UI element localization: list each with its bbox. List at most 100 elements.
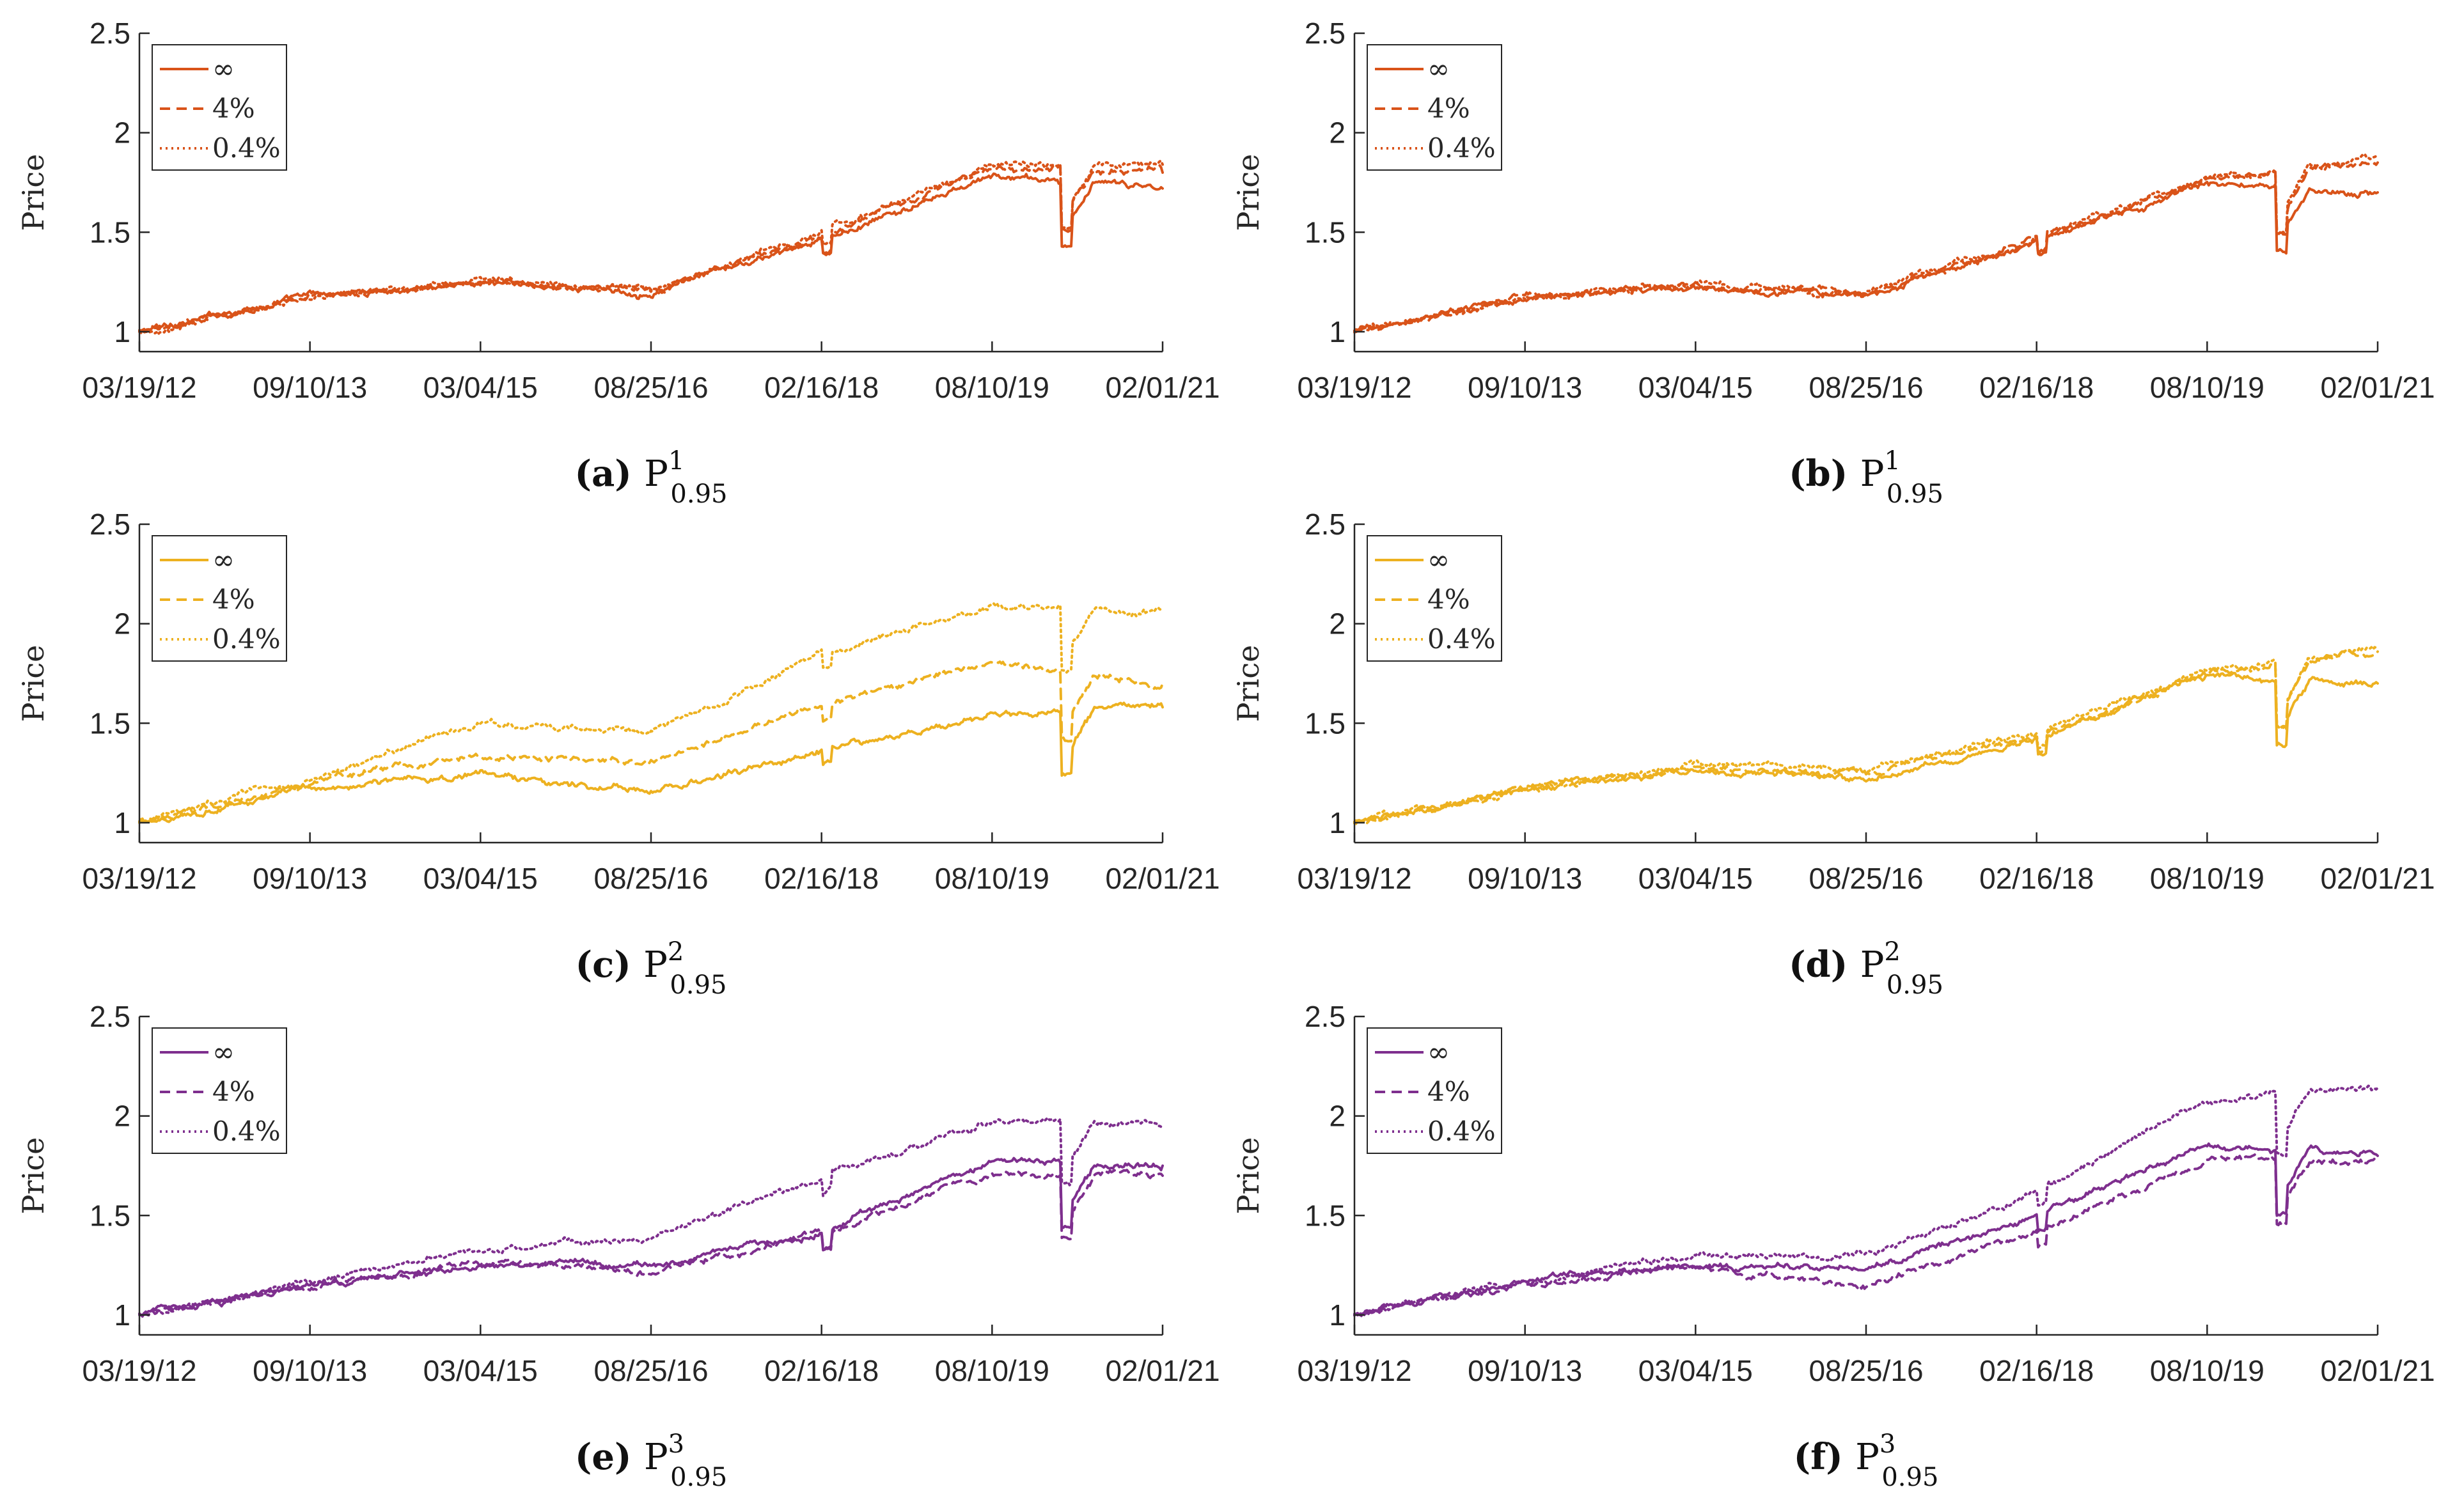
x-tick-label: 09/10/13 bbox=[253, 371, 367, 404]
x-tick-label: 02/01/21 bbox=[2320, 1354, 2435, 1387]
y-tick-label: 1.5 bbox=[90, 215, 130, 249]
x-tick-label: 08/25/16 bbox=[1809, 862, 1923, 895]
caption-subscript: 0.95 bbox=[1887, 479, 1943, 509]
chart-panel-c: 1 1.5 2 2.5 03/19/12 09/10/13 03/04/15 08/25/16… bbox=[16, 508, 1220, 1000]
y-tick-label: 1 bbox=[114, 1298, 130, 1332]
legend-entry-label: 4% bbox=[212, 1076, 255, 1107]
x-tick-label: 08/10/19 bbox=[935, 371, 1049, 404]
caption-subscript: 0.95 bbox=[1887, 970, 1943, 1000]
y-tick-label: 2 bbox=[114, 607, 130, 641]
y-axis-label: Price bbox=[1231, 1137, 1266, 1215]
legend-entry-label: 0.4% bbox=[212, 623, 281, 655]
panel-caption: (e) P3 0.95 bbox=[575, 1429, 727, 1492]
legend-entry-label: 4% bbox=[1427, 93, 1470, 124]
x-tick-label: 02/16/18 bbox=[764, 1354, 879, 1387]
series-line-0p4pct bbox=[1353, 646, 2379, 824]
y-tick-label: 1.5 bbox=[1305, 1199, 1346, 1232]
series-line-4pct bbox=[138, 660, 1164, 825]
x-tick-label: 08/10/19 bbox=[2150, 862, 2264, 895]
panel-caption: (f) P3 0.95 bbox=[1794, 1429, 1939, 1492]
caption-superscript: 2 bbox=[668, 937, 684, 967]
y-axis-label: Price bbox=[1231, 645, 1266, 722]
legend-entry-label: ∞ bbox=[1427, 53, 1450, 84]
x-tick-label: 02/16/18 bbox=[1979, 371, 2094, 404]
legend-entry-label: 4% bbox=[1427, 1076, 1470, 1107]
x-tick-label: 02/01/21 bbox=[1105, 371, 1220, 404]
x-tick-label: 08/25/16 bbox=[1809, 1354, 1923, 1387]
caption-letter: (a) bbox=[575, 453, 645, 495]
y-axis-label: Price bbox=[1231, 154, 1266, 231]
x-tick-label: 02/01/21 bbox=[1105, 862, 1220, 895]
caption-letter: (c) bbox=[576, 944, 644, 986]
caption-letter: (d) bbox=[1789, 944, 1860, 986]
chart-panel-e: 1 1.5 2 2.5 03/19/12 09/10/13 03/04/15 08/25/16… bbox=[16, 1000, 1220, 1492]
chart-panel-f: 1 1.5 2 2.5 03/19/12 09/10/13 03/04/15 08/25/16… bbox=[1231, 1000, 2435, 1492]
y-tick-label: 2.5 bbox=[1305, 508, 1346, 541]
x-tick-label: 08/25/16 bbox=[1809, 371, 1923, 404]
caption-subscript: 0.95 bbox=[670, 1463, 727, 1492]
series-line-0p4pct bbox=[138, 602, 1164, 824]
caption-superscript: 1 bbox=[1884, 446, 1900, 476]
legend-entry-label: ∞ bbox=[1427, 1036, 1450, 1068]
x-tick-label: 08/25/16 bbox=[593, 862, 708, 895]
y-axis-label: Price bbox=[16, 1137, 51, 1215]
x-tick-label: 09/10/13 bbox=[253, 862, 367, 895]
x-tick-label: 02/16/18 bbox=[764, 862, 879, 895]
series-line-4pct bbox=[1353, 648, 2379, 825]
y-tick-label: 2 bbox=[1329, 116, 1346, 150]
x-tick-label: 08/10/19 bbox=[2150, 371, 2264, 404]
legend-entry-label: 0.4% bbox=[212, 132, 281, 164]
x-tick-label: 03/04/15 bbox=[1638, 1354, 1753, 1387]
y-tick-label: 2.5 bbox=[90, 508, 130, 541]
caption-superscript: 2 bbox=[1884, 937, 1900, 967]
x-tick-label: 03/19/12 bbox=[82, 371, 196, 404]
y-tick-label: 1 bbox=[114, 315, 130, 348]
caption-letter: (f) bbox=[1794, 1436, 1856, 1478]
x-tick-label: 08/25/16 bbox=[593, 1354, 708, 1387]
x-tick-label: 03/19/12 bbox=[82, 862, 196, 895]
legend-entry-label: ∞ bbox=[212, 53, 235, 84]
series-line-4pct bbox=[138, 164, 1164, 334]
legend-entry-label: 4% bbox=[212, 93, 255, 124]
y-tick-label: 2 bbox=[114, 1100, 130, 1133]
caption-symbol: P bbox=[1860, 453, 1885, 495]
legend-entry-label: 0.4% bbox=[1427, 132, 1496, 164]
caption-subscript: 0.95 bbox=[670, 970, 726, 1000]
y-tick-label: 1.5 bbox=[90, 706, 130, 740]
legend-entry-label: ∞ bbox=[212, 1036, 235, 1068]
series-line-0p4pct bbox=[138, 1116, 1164, 1317]
legend-entry-label: 4% bbox=[212, 584, 255, 615]
x-tick-label: 02/16/18 bbox=[1979, 862, 2094, 895]
y-tick-label: 2 bbox=[1329, 607, 1346, 641]
legend-entry-label: 0.4% bbox=[1427, 623, 1496, 655]
series-line-0p4pct bbox=[1353, 1084, 2379, 1318]
series-line-4pct bbox=[138, 1169, 1164, 1318]
x-tick-label: 03/19/12 bbox=[1297, 371, 1411, 404]
x-tick-label: 02/01/21 bbox=[2320, 862, 2435, 895]
x-tick-label: 03/19/12 bbox=[1297, 1354, 1411, 1387]
y-tick-label: 2.5 bbox=[90, 1000, 130, 1033]
caption-superscript: 3 bbox=[668, 1429, 684, 1459]
series-line-0p4pct bbox=[1353, 153, 2379, 334]
caption-subscript: 0.95 bbox=[670, 479, 727, 509]
x-tick-label: 08/10/19 bbox=[2150, 1354, 2264, 1387]
legend-box bbox=[1367, 1027, 1502, 1154]
series-line-4pct bbox=[1353, 161, 2379, 334]
series-line-inf bbox=[138, 1156, 1164, 1317]
legend-entry-label: 4% bbox=[1427, 584, 1470, 615]
legend-box bbox=[152, 535, 287, 662]
caption-superscript: 3 bbox=[1879, 1429, 1895, 1459]
x-tick-label: 02/01/21 bbox=[1105, 1354, 1220, 1387]
y-axis-label: Price bbox=[16, 645, 51, 722]
series-line-4pct bbox=[1353, 1153, 2379, 1316]
y-tick-label: 1 bbox=[1329, 1298, 1346, 1332]
y-tick-label: 1.5 bbox=[1305, 215, 1346, 249]
legend-box bbox=[152, 1027, 287, 1154]
panel-caption: (a) P1 0.95 bbox=[575, 446, 728, 509]
panel-caption: (b) P1 0.95 bbox=[1789, 446, 1943, 509]
legend-entry-label: ∞ bbox=[212, 544, 235, 575]
legend-box bbox=[1367, 535, 1502, 662]
y-tick-label: 2.5 bbox=[1305, 17, 1346, 50]
x-tick-label: 03/04/15 bbox=[1638, 371, 1753, 404]
